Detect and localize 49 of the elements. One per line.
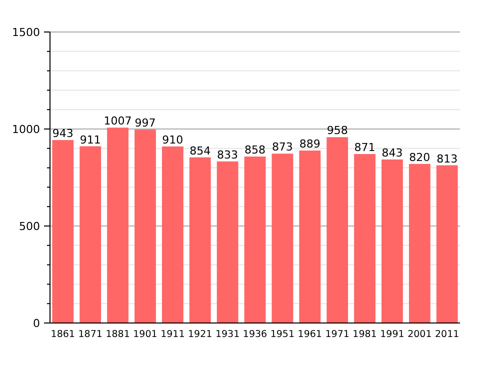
x-tick-label: 1981 xyxy=(352,329,377,340)
data-label: 854 xyxy=(190,144,211,158)
y-tick-label: 1500 xyxy=(12,26,40,39)
bar xyxy=(162,146,184,323)
bar xyxy=(272,154,294,323)
bar xyxy=(80,146,102,323)
x-tick-label: 2011 xyxy=(435,329,460,340)
y-tick-label: 0 xyxy=(33,316,40,330)
bar xyxy=(107,128,128,323)
x-tick-label: 1961 xyxy=(298,329,322,340)
data-label: 873 xyxy=(272,140,293,154)
y-tick-label: 500 xyxy=(19,220,40,233)
bar xyxy=(354,154,376,323)
x-tick-label: 2001 xyxy=(408,329,432,340)
data-label: 843 xyxy=(382,146,403,160)
y-tick-label: 1000 xyxy=(12,122,40,136)
x-tick-label: 1971 xyxy=(325,329,350,340)
data-label: 871 xyxy=(354,141,376,154)
data-label: 997 xyxy=(134,116,156,130)
data-label: 833 xyxy=(217,148,238,162)
x-tick-label: 1911 xyxy=(160,329,185,340)
data-label: 858 xyxy=(244,144,266,157)
x-tick-label: 1936 xyxy=(242,329,268,340)
bar xyxy=(216,161,238,323)
x-tick-label: 1871 xyxy=(78,329,102,340)
bar xyxy=(52,140,74,323)
data-label: 820 xyxy=(409,150,430,164)
data-label: 910 xyxy=(162,133,184,146)
x-tick-label: 1901 xyxy=(133,329,158,340)
x-tick-label: 1951 xyxy=(270,329,295,340)
x-tick-label: 1881 xyxy=(106,329,130,340)
bar xyxy=(436,165,458,323)
data-label: 958 xyxy=(326,124,348,138)
bar xyxy=(189,157,211,323)
bar xyxy=(382,159,403,323)
data-label: 911 xyxy=(80,133,101,146)
bar xyxy=(299,150,321,323)
data-label: 813 xyxy=(436,152,458,166)
data-label: 943 xyxy=(52,127,74,140)
bar xyxy=(244,156,266,323)
bar xyxy=(134,130,156,323)
x-tick-label: 1991 xyxy=(380,329,404,340)
data-label: 889 xyxy=(299,138,320,151)
x-tick-label: 1861 xyxy=(50,329,75,340)
x-tick-label: 1931 xyxy=(215,329,240,340)
x-tick-label: 1921 xyxy=(188,329,212,340)
bar xyxy=(326,137,348,323)
bar xyxy=(408,164,430,323)
data-label: 1007 xyxy=(104,114,132,128)
